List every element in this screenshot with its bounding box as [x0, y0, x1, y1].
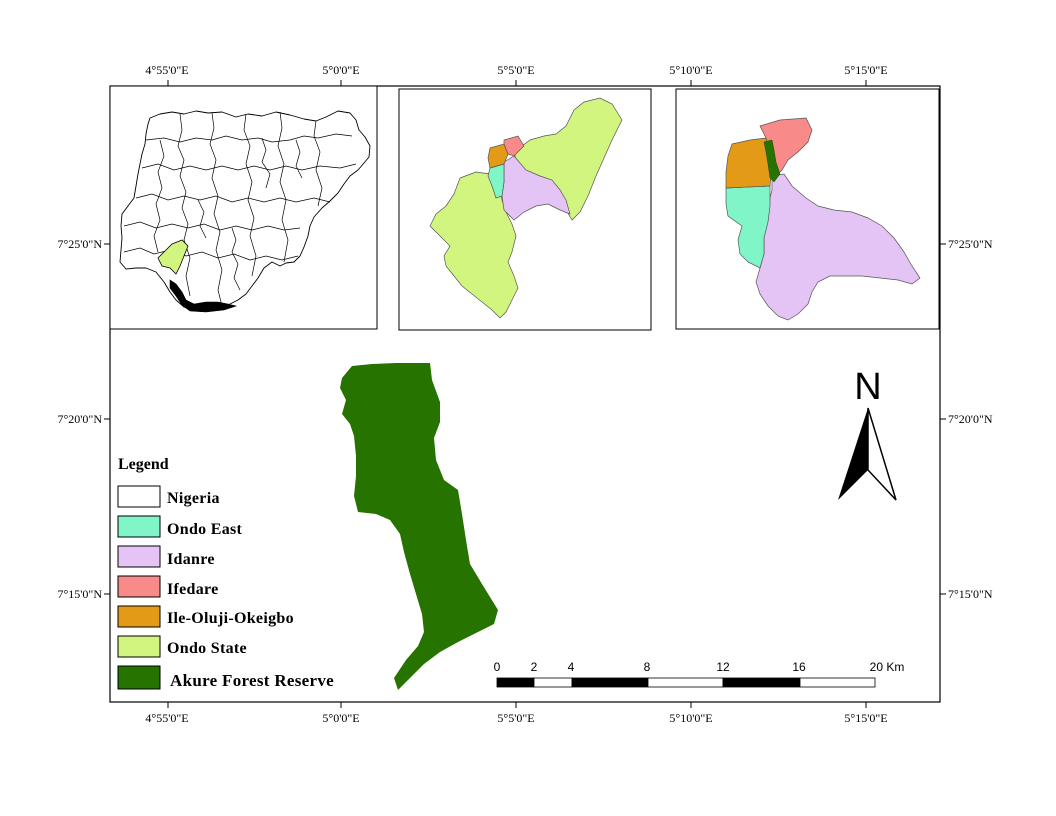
- nigeria-inset: [109, 85, 378, 330]
- top-tick-label-2: 5°0'0"E: [322, 63, 359, 77]
- legend-swatch-ondo-state: [117, 635, 161, 658]
- lga-ondo-east: [725, 185, 771, 269]
- legend-swatch-ondo-east: [117, 515, 161, 538]
- bottom-tick-label-5: 5°15'0"E: [844, 711, 887, 725]
- legend-swatch-idanre: [117, 545, 161, 568]
- top-tick-label-5: 5°15'0"E: [844, 63, 887, 77]
- bottom-tick-label-2: 5°0'0"E: [322, 711, 359, 725]
- north-arrow-right-half: [867, 407, 897, 501]
- scale-label-20: 20 Km: [870, 660, 905, 674]
- lga-forest-reserve: [763, 139, 781, 183]
- scale-label-12: 12: [716, 660, 730, 674]
- legend-swatch-ile-oluji: [117, 605, 161, 628]
- nigeria-ondo-state-highlight: [157, 239, 189, 275]
- scale-label-16: 16: [792, 660, 806, 674]
- legend-swatch-nigeria: [117, 485, 161, 508]
- legend-label-ile-oluji: Ile-Oluji-Okeigbo: [167, 610, 294, 627]
- ondo-ifedare: [503, 135, 525, 157]
- ondo-idanre: [501, 155, 571, 221]
- legend-label-ondo-east: Ondo East: [167, 521, 243, 538]
- bottom-tick-label-3: 5°5'0"E: [497, 711, 534, 725]
- left-tick-label-1: 7°25'0"N: [57, 237, 102, 251]
- bottom-tick-label-1: 4°55'0"E: [145, 711, 188, 725]
- akure-forest-reserve: [340, 363, 498, 690]
- right-tick-label-1: 7°25'0"N: [948, 237, 993, 251]
- left-tick-label-3: 7°15'0"N: [57, 587, 102, 601]
- legend-label-idanre: Idanre: [167, 551, 215, 568]
- top-tick-label-3: 5°5'0"E: [497, 63, 534, 77]
- north-arrow-letter: N: [854, 366, 881, 408]
- legend-label-nigeria: Nigeria: [167, 490, 220, 507]
- legend-swatch-ifedare: [117, 575, 161, 598]
- north-arrow-icon: N: [838, 366, 897, 501]
- bottom-tick-label-4: 5°10'0"E: [669, 711, 712, 725]
- graticule-ticks: [104, 80, 946, 708]
- legend-label-ifedare: Ifedare: [167, 581, 219, 598]
- nigeria-state-boundaries: [123, 111, 357, 307]
- left-tick-label-2: 7°20'0"N: [57, 412, 102, 426]
- scale-label-8: 8: [644, 660, 651, 674]
- north-arrow-left-half: [838, 408, 868, 500]
- top-tick-label-4: 5°10'0"E: [669, 63, 712, 77]
- lga-inset: [675, 88, 940, 330]
- scale-label-0: 0: [494, 660, 501, 674]
- legend-label-forest-reserve: Akure Forest Reserve: [170, 671, 334, 690]
- right-tick-label-3: 7°15'0"N: [948, 587, 993, 601]
- right-tick-label-2: 7°20'0"N: [948, 412, 993, 426]
- legend-label-ondo-state: Ondo State: [167, 640, 247, 657]
- ondo-ondo-east: [487, 163, 505, 199]
- legend-swatch-forest-reserve: [117, 665, 161, 690]
- scale-label-4: 4: [568, 660, 575, 674]
- legend-title: Legend: [118, 456, 169, 473]
- scale-label-2: 2: [531, 660, 538, 674]
- legend: Legend Nigeria Ondo East Idanre Ifedare …: [117, 456, 334, 690]
- scale-bar: 0 2 4 8 12 16 20 Km: [494, 660, 905, 688]
- nigeria-outline: [119, 110, 371, 312]
- nigeria-lagos-coast: [169, 279, 238, 313]
- top-tick-label-1: 4°55'0"E: [145, 63, 188, 77]
- ondo-state-inset: [398, 88, 652, 331]
